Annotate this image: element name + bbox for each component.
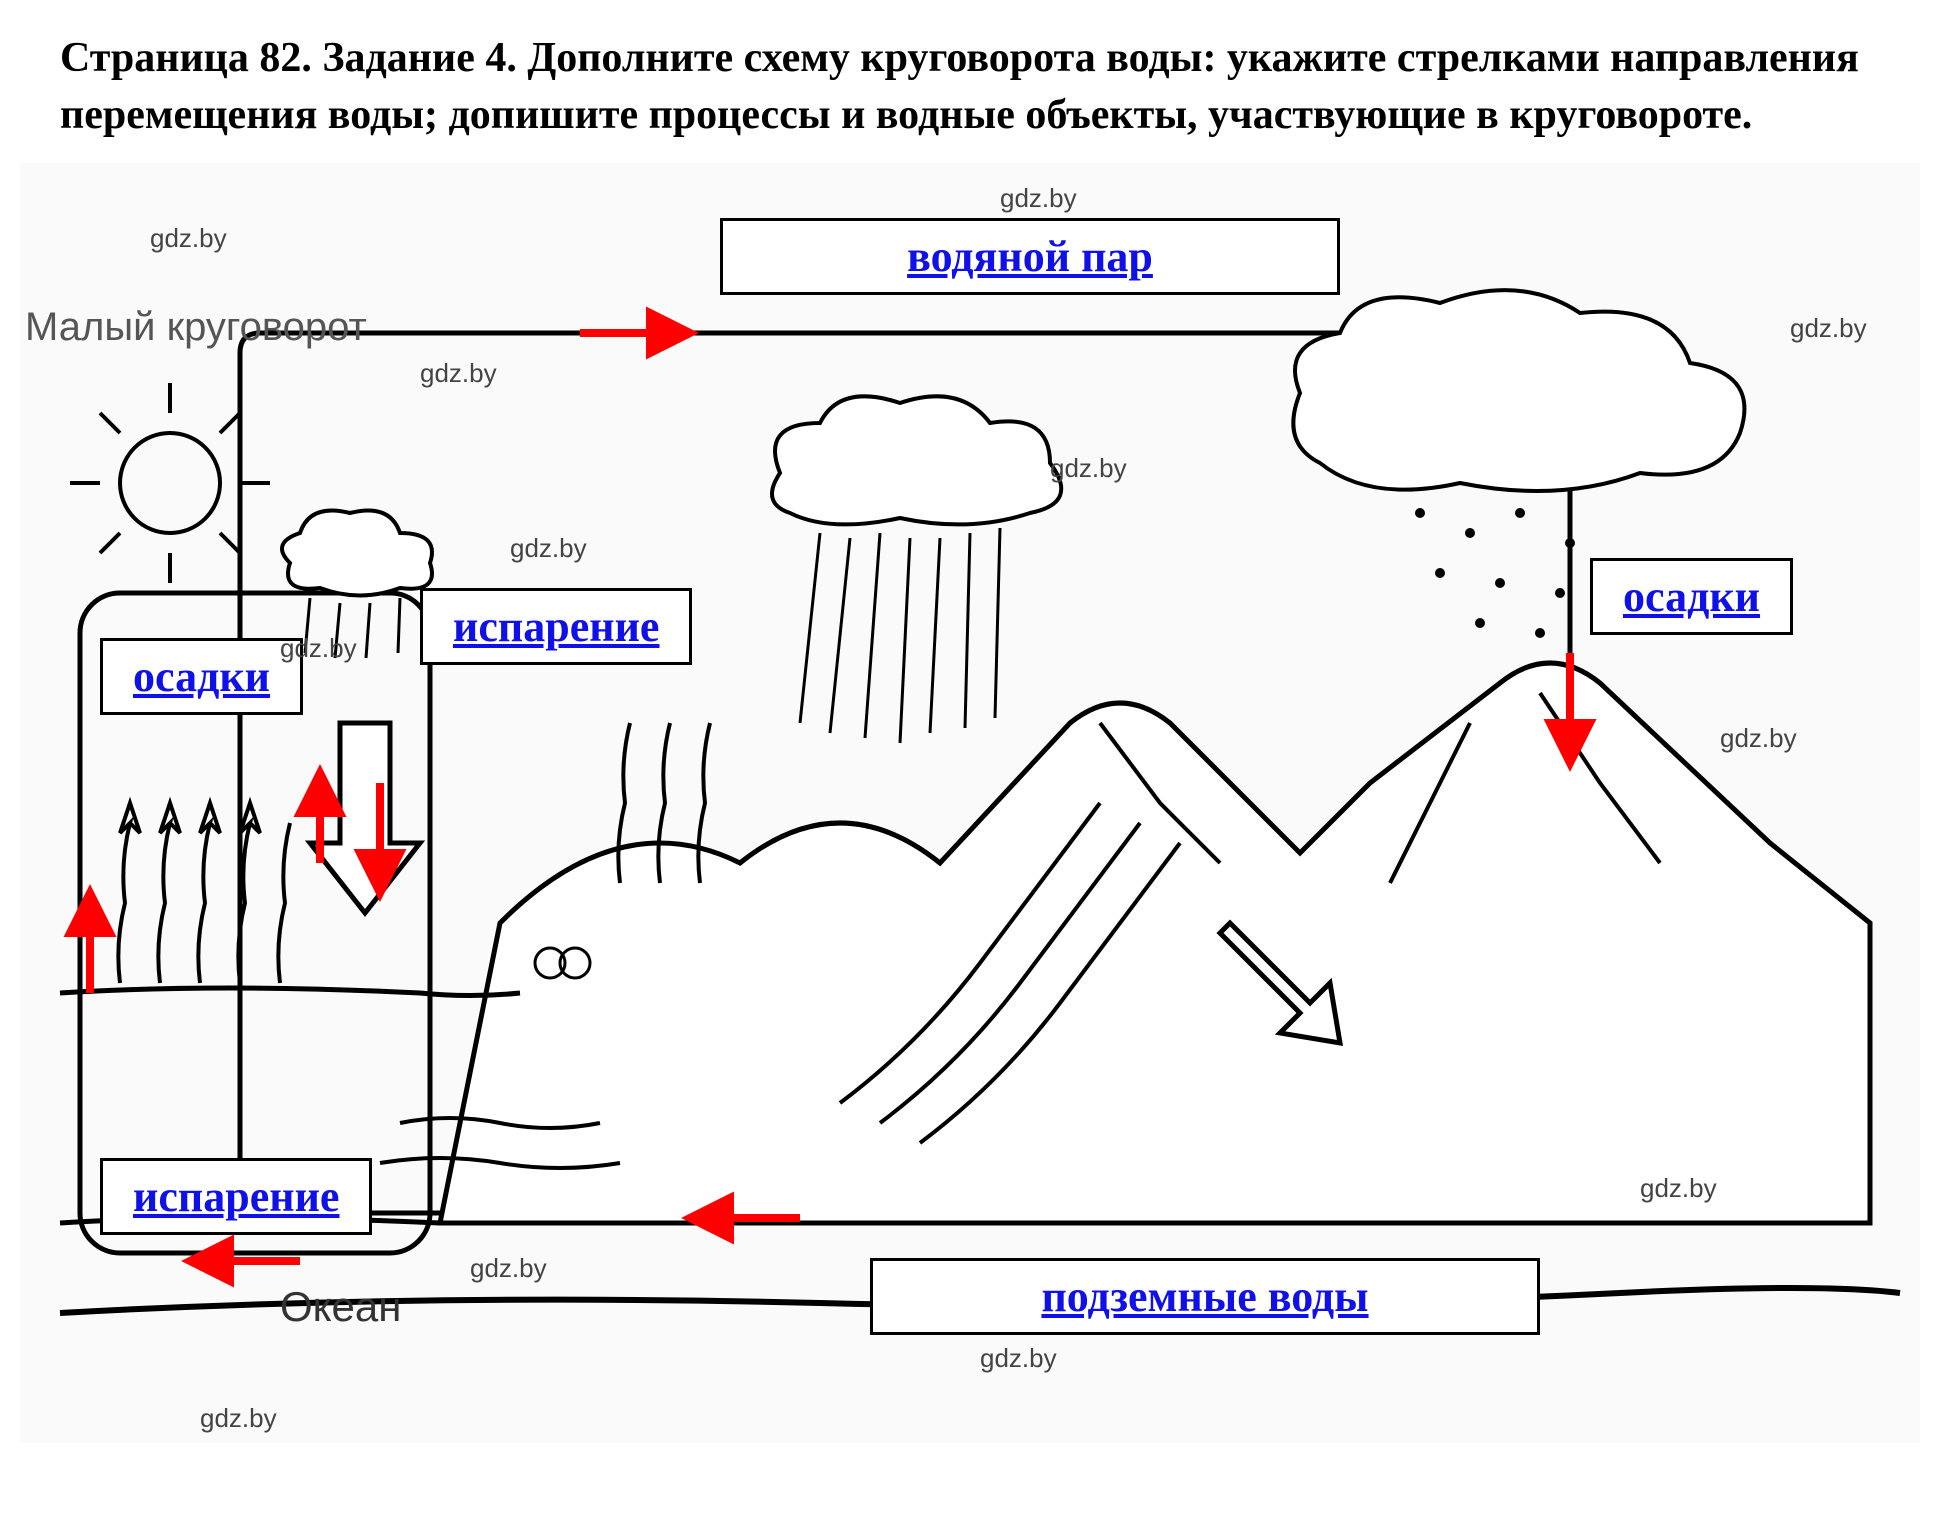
label-evaporation-top: испарение	[420, 588, 692, 665]
ocean-label: Океан	[280, 1283, 401, 1331]
small-cycle-label: Малый круговорот	[25, 303, 367, 351]
label-water-vapor: водяной пар	[720, 218, 1340, 295]
label-evaporation-bottom: испарение	[100, 1158, 372, 1235]
exercise-header: Страница 82. Задание 4. Дополните схему …	[0, 0, 1949, 163]
label-precipitation-left: осадки	[100, 638, 303, 715]
label-groundwater: подземные воды	[870, 1258, 1540, 1335]
label-precipitation-right: осадки	[1590, 558, 1793, 635]
water-cycle-diagram: Малый круговорот Океан водяной пар осадк…	[20, 163, 1920, 1443]
scene-svg	[20, 163, 1920, 1443]
